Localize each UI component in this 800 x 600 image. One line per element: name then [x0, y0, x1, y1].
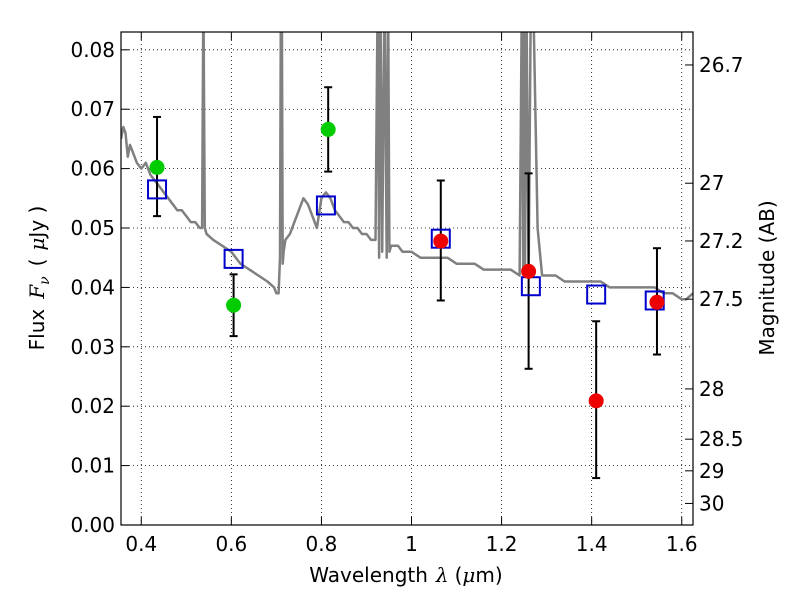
- x-axis-symbol: λ: [435, 563, 449, 587]
- x-tick-label: 1.2: [486, 532, 518, 556]
- model-point: [223, 248, 244, 269]
- data-point: [433, 233, 449, 249]
- y-tick-label: 0.08: [70, 38, 115, 62]
- right-tick-label: 27.5: [699, 287, 744, 311]
- ticks: 0.4 0.6 0.8 1 1.2 1.4 1.6 0.00 0.01 0.02 0.03 0.04 0…: [70, 32, 744, 556]
- right-tick-label: 26.7: [699, 53, 744, 77]
- y-tick-label: 0.04: [70, 275, 115, 299]
- y-axis-unit-open: (: [25, 259, 49, 267]
- y-tick-label: 0.01: [70, 454, 115, 478]
- spectrum-line: [121, 32, 693, 301]
- right-tick-label: 27.2: [699, 229, 744, 253]
- right-tick-label: 30: [699, 491, 724, 515]
- y-axis-unit-mu: μ: [25, 238, 49, 251]
- data-point: [521, 263, 537, 279]
- y-tick-label: 0.06: [70, 157, 115, 181]
- x-tick-label: 0.8: [306, 532, 338, 556]
- x-axis-unit-rest: m): [475, 563, 502, 587]
- y-axis-unit-rest: Jy ): [25, 206, 49, 240]
- y-axis-label-text: Flux: [25, 309, 49, 351]
- x-axis-unit-mu: μ: [462, 563, 475, 587]
- right-tick-label: 29: [699, 459, 724, 483]
- y-tick-label: 0.00: [70, 513, 115, 537]
- x-axis-label-text: Wavelength: [309, 563, 428, 587]
- data-point: [649, 294, 665, 310]
- model-point: [315, 195, 336, 216]
- plot-frame: [120, 31, 694, 526]
- data-point: [320, 121, 336, 137]
- y-tick-label: 0.05: [70, 216, 115, 240]
- model-point: [586, 284, 607, 305]
- x-axis-label: Wavelength λ (μm): [309, 563, 502, 587]
- plot-background: [121, 32, 693, 525]
- data-point: [226, 297, 242, 313]
- y-tick-label: 0.02: [70, 394, 115, 418]
- y-axis-label: Flux Fν ( μJy ): [25, 206, 53, 351]
- x-tick-label: 1.4: [576, 532, 608, 556]
- right-tick-label: 27: [699, 171, 724, 195]
- y-axis-symbol: F: [25, 284, 49, 300]
- x-tick-label: 1.6: [666, 532, 698, 556]
- x-tick-label: 0.6: [215, 532, 247, 556]
- x-tick-label: 0.4: [125, 532, 157, 556]
- right-tick-label: 28.5: [699, 427, 744, 451]
- x-tick-label: 1: [405, 532, 418, 556]
- right-tick-label: 28: [699, 377, 724, 401]
- right-axis-label: Magnitude (AB): [755, 200, 779, 355]
- data-layer: [121, 32, 693, 480]
- y-tick-label: 0.07: [70, 97, 115, 121]
- y-tick-label: 0.03: [70, 335, 115, 359]
- y-axis-symbol-sub: ν: [37, 276, 53, 285]
- x-axis-unit-open: (: [455, 563, 463, 587]
- data-point: [149, 159, 165, 175]
- model-point: [147, 179, 168, 200]
- data-point: [588, 393, 604, 409]
